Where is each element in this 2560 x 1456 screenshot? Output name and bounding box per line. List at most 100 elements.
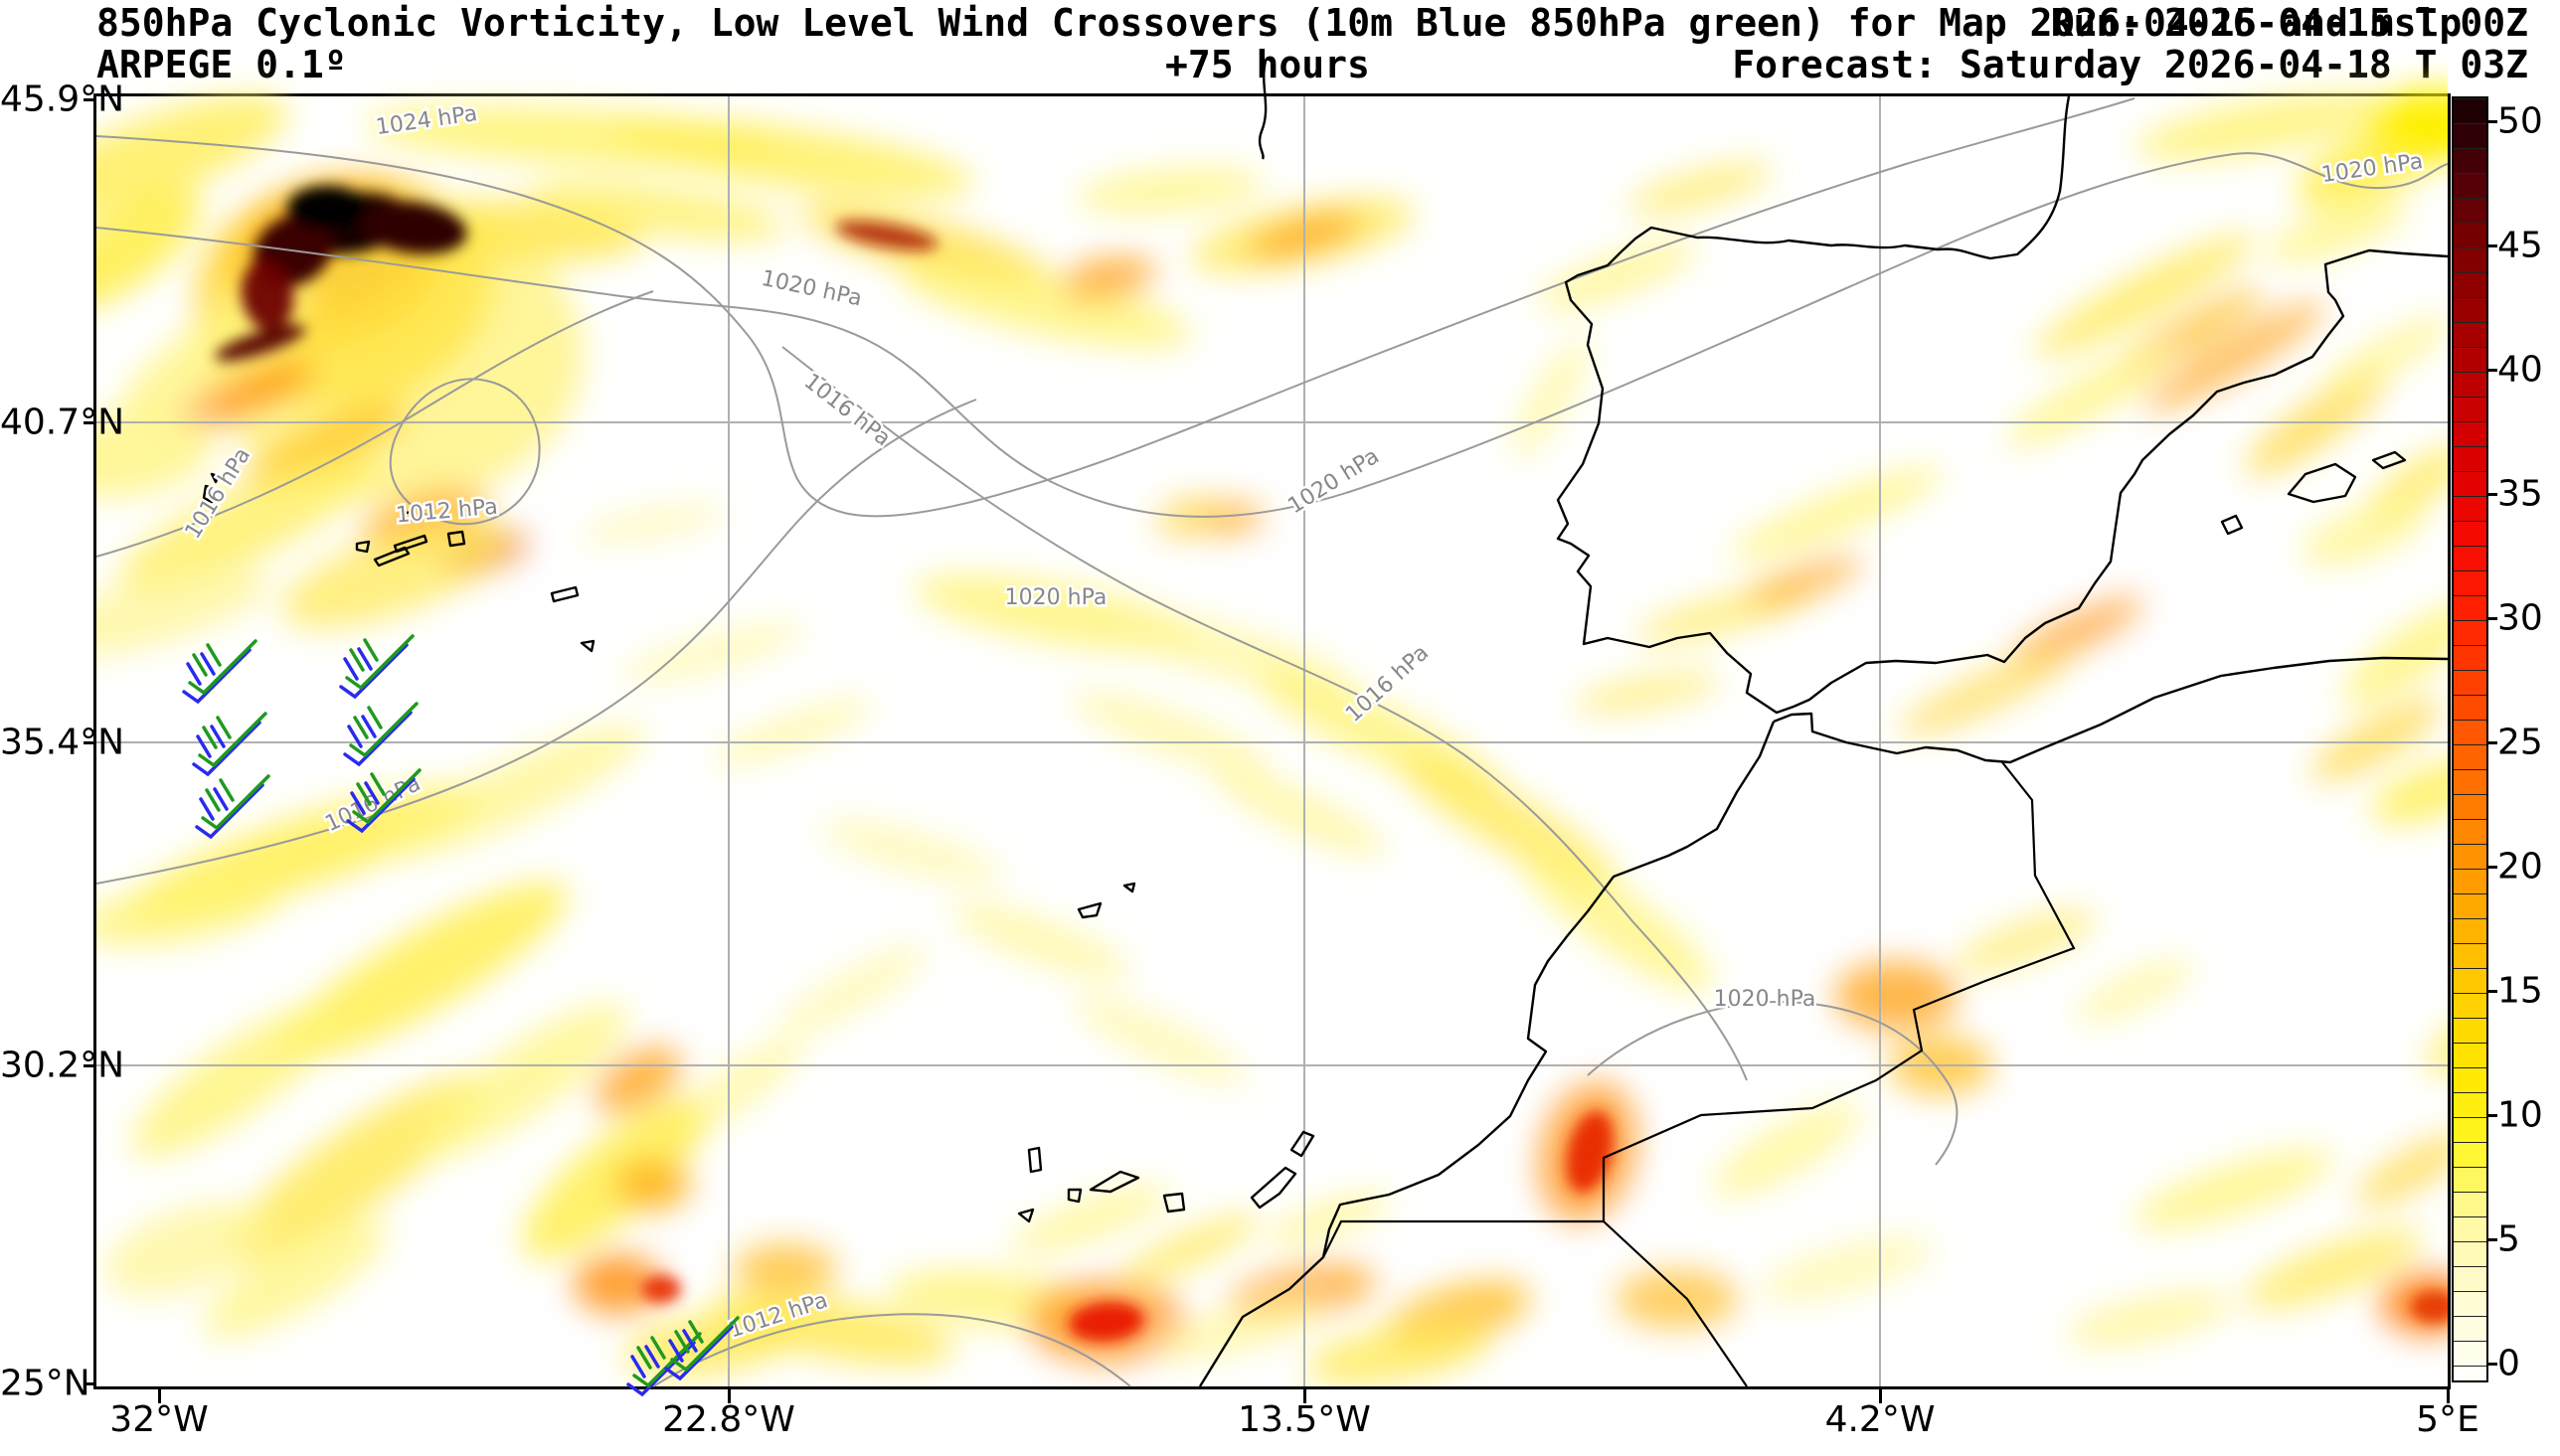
vorticity-blob: [734, 1243, 837, 1295]
country-border: [1603, 1220, 1748, 1387]
vorticity-blob: [574, 1254, 663, 1314]
vorticity-core-blob: [1069, 1301, 1144, 1343]
colorbar-cell: [2454, 620, 2486, 645]
coastline: [1556, 95, 2449, 715]
colorbar-cell: [2454, 397, 2486, 421]
colorbar-tick-mark: [2486, 866, 2497, 869]
wind-barb-10m: [195, 783, 264, 840]
island-outline: [1027, 1146, 1043, 1174]
colorbar-cell: [2454, 421, 2486, 446]
island-outline: [1162, 1192, 1186, 1213]
colorbar-cell: [2454, 272, 2486, 297]
vorticity-blob: [522, 1099, 705, 1260]
vorticity-blob: [609, 118, 975, 198]
colorbar-cell: [2454, 769, 2486, 794]
wind-barb-850hpa: [352, 768, 422, 825]
colorbar-cell: [2454, 1241, 2486, 1266]
colorbar-tick-label: 50: [2497, 100, 2543, 142]
y-tick-mark: [84, 1064, 96, 1067]
island-outline: [1289, 1130, 1315, 1158]
map-plot-area: 1024 hPa 1020 hPa 1016 hPa 1012 hPa 1016 hPa…: [93, 60, 2451, 1397]
vorticity-blob: [1955, 909, 2096, 973]
colorbar-cell: [2454, 670, 2486, 695]
colorbar-cell: [2454, 1167, 2486, 1192]
island-outline: [1089, 1170, 1140, 1194]
colorbar-cell: [2454, 148, 2486, 173]
vorticity-blob: [118, 456, 373, 591]
coastline: [1258, 60, 1268, 160]
colorbar-tick-mark: [2486, 1238, 2497, 1241]
vorticity-blob: [2135, 91, 2392, 161]
vorticity-blob: [1010, 1185, 1171, 1254]
map-title-main: 850hPa Cyclonic Vorticity, Low Level Win…: [96, 1, 2463, 45]
x-tick-mark: [728, 1389, 731, 1403]
colorbar-cell: [2454, 968, 2486, 993]
colorbar-cell: [2454, 521, 2486, 546]
vorticity-blob: [1268, 1193, 1391, 1246]
vorticity-blob: [951, 902, 1130, 980]
colorbar-cell: [2454, 794, 2486, 819]
colorbar-cell: [2454, 446, 2486, 471]
colorbar-tick-mark: [2486, 741, 2497, 744]
colorbar-cell: [2454, 819, 2486, 844]
vorticity-blob: [1616, 1269, 1739, 1329]
wind-barb-850hpa: [349, 702, 419, 758]
colorbar-cell: [2454, 322, 2486, 347]
vorticity-blob: [226, 1075, 484, 1264]
vorticity-blob: [530, 181, 786, 241]
vorticity-blob: [2310, 699, 2442, 782]
colorbar-tick-label: 40: [2497, 349, 2543, 391]
vorticity-core-blob: [358, 201, 467, 254]
island-outline: [202, 484, 216, 504]
colorbar-tick-label: 5: [2497, 1218, 2520, 1260]
vorticity-blob: [104, 1202, 267, 1297]
vorticity-blob: [1305, 1321, 1492, 1386]
colorbar-cell: [2454, 297, 2486, 322]
vorticity-blob: [1076, 167, 1265, 215]
vorticity-blob: [621, 622, 804, 684]
vorticity-blob: [1834, 961, 1958, 1031]
colorbar-tick-mark: [2486, 617, 2497, 620]
vorticity-blob: [1072, 691, 1269, 774]
island-outline: [373, 546, 411, 567]
vorticity-blob: [2371, 759, 2448, 825]
vorticity-blob: [131, 1003, 340, 1158]
colorbar-cell: [2454, 844, 2486, 869]
country-border: [1322, 1219, 1604, 1258]
vorticity-blob: [1574, 672, 1721, 714]
colorbar-cell: [2454, 247, 2486, 272]
colorbar-cell: [2454, 173, 2486, 198]
colorbar-cell: [2454, 1092, 2486, 1117]
island-outline: [1017, 1208, 1035, 1223]
y-tick-mark: [84, 98, 96, 101]
island-outline: [393, 534, 428, 554]
vorticity-blob: [2341, 600, 2448, 706]
isobar-label: 1020 hPa: [1283, 444, 1383, 520]
x-tick-mark: [1303, 1389, 1306, 1403]
colorbar-cell: [2454, 993, 2486, 1018]
x-tick-mark: [158, 1389, 161, 1403]
colorbar-cell: [2454, 1192, 2486, 1216]
colorbar-tick-label: 30: [2497, 597, 2543, 639]
y-tick-label: 45.9°N: [0, 79, 125, 120]
wind-barb-10m: [339, 643, 409, 700]
colorbar-tick-mark: [2486, 120, 2497, 123]
isobar-contour: [389, 378, 541, 526]
isobar-label: 1020 hPa: [1005, 585, 1108, 610]
vorticity-blob: [1627, 162, 1773, 216]
vorticity-blob: [96, 410, 216, 498]
colorbar-tick-label: 10: [2497, 1094, 2543, 1136]
vorticity-core-blob: [241, 259, 294, 331]
vorticity-core-blob: [287, 186, 367, 230]
colorbar-tick-mark: [2486, 1114, 2497, 1117]
vorticity-blob: [820, 820, 1003, 884]
vorticity-blob: [2142, 301, 2325, 412]
vorticity-blob: [2302, 501, 2425, 566]
colorbar-cell: [2454, 893, 2486, 918]
x-tick-mark: [1879, 1389, 1882, 1403]
vorticity-blob: [1061, 256, 1156, 300]
vorticity-blob: [2066, 1291, 2233, 1347]
vorticity-blob: [2244, 1228, 2423, 1310]
